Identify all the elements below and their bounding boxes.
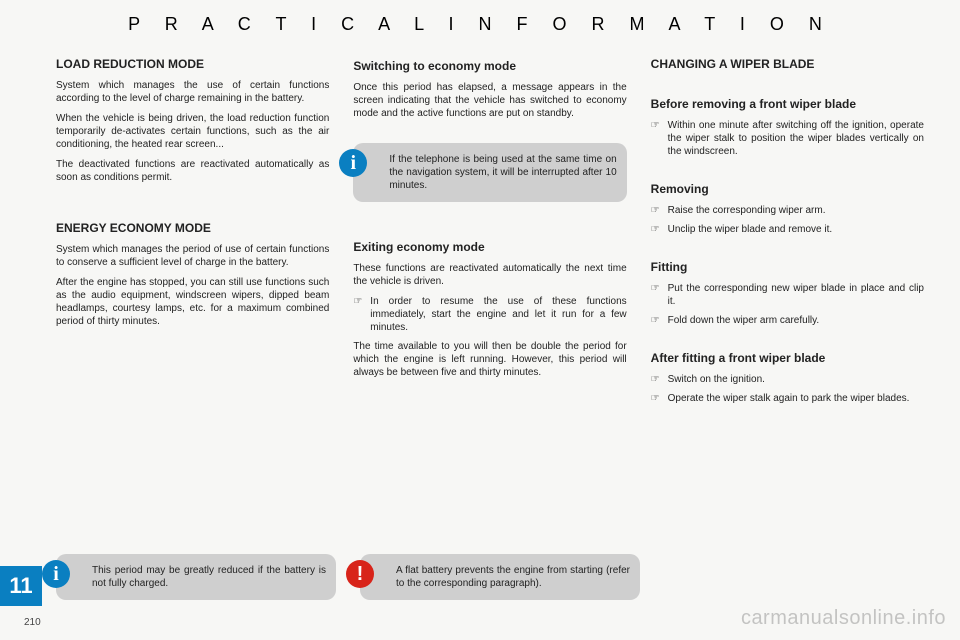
bullet-mark: ☞ (651, 373, 660, 386)
bullet-mark: ☞ (651, 223, 660, 236)
col2-warning-callout: ! A flat battery prevents the engine fro… (360, 554, 640, 600)
bullet-mark: ☞ (651, 282, 660, 308)
watermark: carmanualsonline.info (741, 607, 946, 630)
col2-heading-exiting: Exiting economy mode (353, 240, 626, 254)
col3-bullet: ☞ Switch on the ignition. (651, 373, 924, 386)
col3-heading-removing: Removing (651, 182, 924, 196)
col3-heading-before: Before removing a front wiper blade (651, 97, 924, 111)
col1-para: After the engine has stopped, you can st… (56, 276, 329, 328)
col2-heading-switching: Switching to economy mode (353, 59, 626, 73)
column-3: CHANGING A WIPER BLADE Before removing a… (651, 51, 924, 411)
bottom-callouts: i This period may be greatly reduced if … (56, 554, 640, 600)
callout-text: A flat battery prevents the engine from … (396, 565, 630, 589)
col1-heading-load-reduction: LOAD REDUCTION MODE (56, 57, 329, 71)
col3-heading-after: After fitting a front wiper blade (651, 351, 924, 365)
col1-para: The deactivated functions are reactivate… (56, 158, 329, 184)
bullet-text: Operate the wiper stalk again to park th… (668, 392, 924, 405)
bullet-mark: ☞ (651, 392, 660, 405)
col1-para: When the vehicle is being driven, the lo… (56, 112, 329, 151)
bullet-text: Unclip the wiper blade and remove it. (668, 223, 924, 236)
bullet-mark: ☞ (651, 314, 660, 327)
info-icon: i (339, 149, 367, 177)
info-icon: i (42, 560, 70, 588)
warning-icon: ! (346, 560, 374, 588)
page-header: P R A C T I C A L I N F O R M A T I O N (0, 0, 960, 45)
col1-heading-energy-economy: ENERGY ECONOMY MODE (56, 221, 329, 235)
col3-bullet: ☞ Put the corresponding new wiper blade … (651, 282, 924, 308)
col1-para: System which manages the period of use o… (56, 243, 329, 269)
bullet-mark: ☞ (651, 119, 660, 158)
callout-text: If the telephone is being used at the sa… (389, 154, 616, 191)
bullet-mark: ☞ (651, 204, 660, 217)
col1-para: System which manages the use of certain … (56, 79, 329, 105)
col3-bullet: ☞ Operate the wiper stalk again to park … (651, 392, 924, 405)
bullet-text: Put the corresponding new wiper blade in… (668, 282, 924, 308)
bullet-text: Raise the corresponding wiper arm. (668, 204, 924, 217)
col3-heading-changing-wiper: CHANGING A WIPER BLADE (651, 57, 924, 71)
bullet-mark: ☞ (353, 295, 362, 334)
section-tab: 11 (0, 566, 42, 606)
page-number: 210 (24, 617, 41, 628)
column-2: Switching to economy mode Once this peri… (353, 51, 626, 411)
col3-bullet: ☞ Unclip the wiper blade and remove it. (651, 223, 924, 236)
col2-para: These functions are reactivated automati… (353, 262, 626, 288)
col1-info-callout: i This period may be greatly reduced if … (56, 554, 336, 600)
col3-heading-fitting: Fitting (651, 260, 924, 274)
col2-info-callout: i If the telephone is being used at the … (353, 143, 626, 202)
bullet-text: Within one minute after switching off th… (668, 119, 924, 158)
bullet-text: In order to resume the use of these func… (370, 295, 626, 334)
col3-bullet: ☞ Raise the corresponding wiper arm. (651, 204, 924, 217)
col2-para: The time available to you will then be d… (353, 340, 626, 379)
content-columns: LOAD REDUCTION MODE System which manages… (0, 45, 960, 411)
bullet-text: Switch on the ignition. (668, 373, 924, 386)
col2-para: Once this period has elapsed, a message … (353, 81, 626, 120)
col3-bullet: ☞ Within one minute after switching off … (651, 119, 924, 158)
callout-text: This period may be greatly reduced if th… (92, 565, 326, 589)
bullet-text: Fold down the wiper arm carefully. (668, 314, 924, 327)
column-1: LOAD REDUCTION MODE System which manages… (56, 51, 329, 411)
col2-bullet: ☞ In order to resume the use of these fu… (353, 295, 626, 334)
col3-bullet: ☞ Fold down the wiper arm carefully. (651, 314, 924, 327)
